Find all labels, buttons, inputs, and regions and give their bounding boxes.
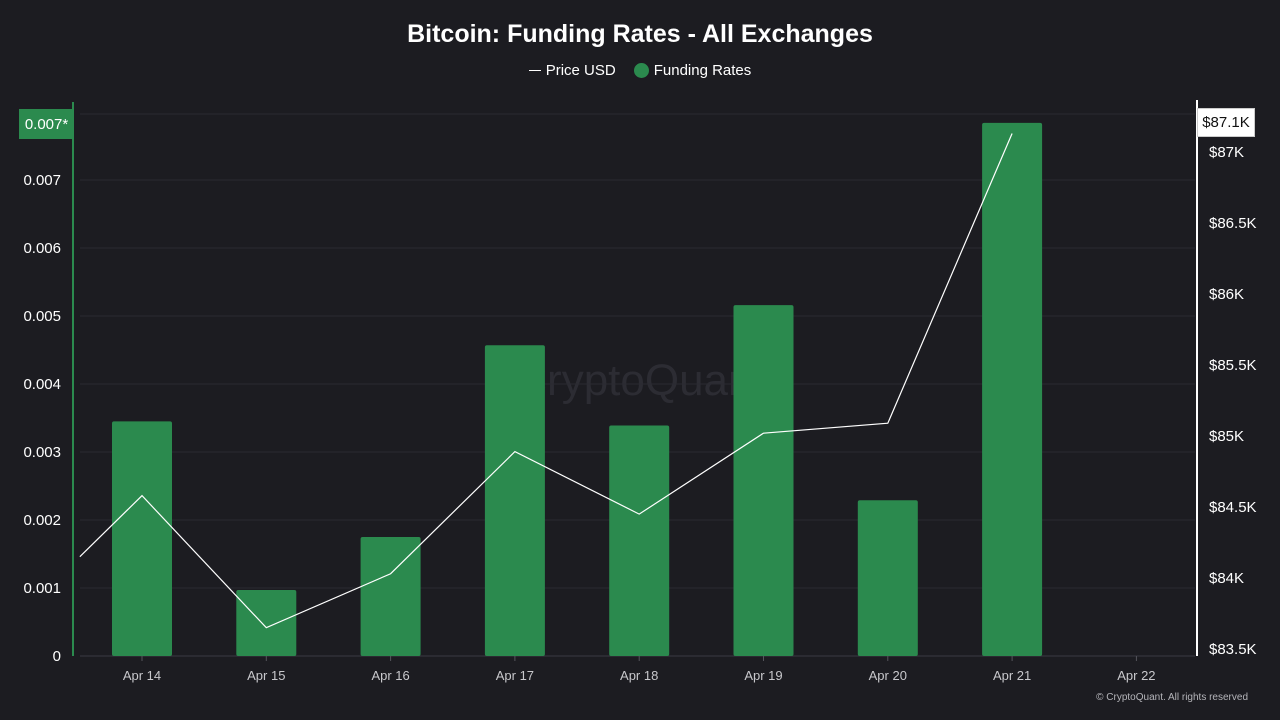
copyright-text: © CryptoQuant. All rights reserved (1096, 692, 1248, 703)
bar-funding-rate (857, 500, 918, 656)
y-left-tick-label: 0.005 (23, 308, 61, 325)
current-price-badge: $87.1K (1197, 108, 1255, 137)
price-line (79, 133, 1013, 629)
x-tick-label: Apr 16 (371, 668, 409, 683)
y-right-tick-label: $86.5K (1209, 215, 1257, 232)
legend-line-marker (528, 70, 541, 71)
x-tick-label: Apr 14 (123, 668, 161, 683)
x-tick-label: Apr 21 (993, 668, 1031, 683)
legend-label-price: Price USD (545, 62, 616, 79)
bar-funding-rate (360, 537, 421, 656)
bar-funding-rate (982, 122, 1043, 656)
x-tick-label: Apr 18 (620, 668, 658, 683)
y-right-tick-label: $84.5K (1209, 499, 1257, 516)
y-left-tick-label: 0.006 (23, 240, 61, 257)
y-left-tick-label: 0.001 (23, 580, 61, 597)
y-right-tick-label: $83.5K (1209, 641, 1257, 658)
y-right-tick-label: $85.5K (1209, 357, 1257, 374)
y-right-tick-label: $86K (1209, 286, 1244, 303)
y-left-tick-label: 0.007 (23, 172, 61, 189)
x-tick-label: Apr 20 (869, 668, 907, 683)
y-right-tick-label: $85K (1209, 428, 1244, 445)
y-left-tick-label: 0.004 (23, 376, 61, 393)
watermark: CryptoQuant (515, 356, 764, 405)
y-left-tick-label: 0.003 (23, 444, 61, 461)
y-right-tick-label: $87K (1209, 144, 1244, 161)
x-tick-label: Apr 15 (247, 668, 285, 683)
bar-funding-rate (733, 305, 794, 656)
bar-funding-rate (236, 590, 297, 656)
chart-title: Bitcoin: Funding Rates - All Exchanges (407, 20, 873, 48)
current-funding-badge: 0.007* (19, 109, 74, 139)
x-tick-label: Apr 19 (744, 668, 782, 683)
legend-dot-marker (633, 63, 649, 78)
legend-item-price[interactable]: Price USD (528, 62, 616, 79)
y-left-tick-label: 0.002 (23, 512, 61, 529)
y-left-tick-label: 0 (53, 648, 61, 665)
legend-label-funding: Funding Rates (653, 62, 752, 79)
y-right-tick-label: $84K (1209, 570, 1244, 587)
legend-item-funding[interactable]: Funding Rates (633, 62, 752, 79)
chart-legend: Price USD Funding Rates (0, 62, 1280, 79)
x-tick-label: Apr 22 (1117, 668, 1155, 683)
bar-funding-rate (484, 345, 545, 656)
bar-funding-rate (609, 425, 670, 656)
x-tick-label: Apr 17 (496, 668, 534, 683)
bar-funding-rate (112, 421, 172, 656)
